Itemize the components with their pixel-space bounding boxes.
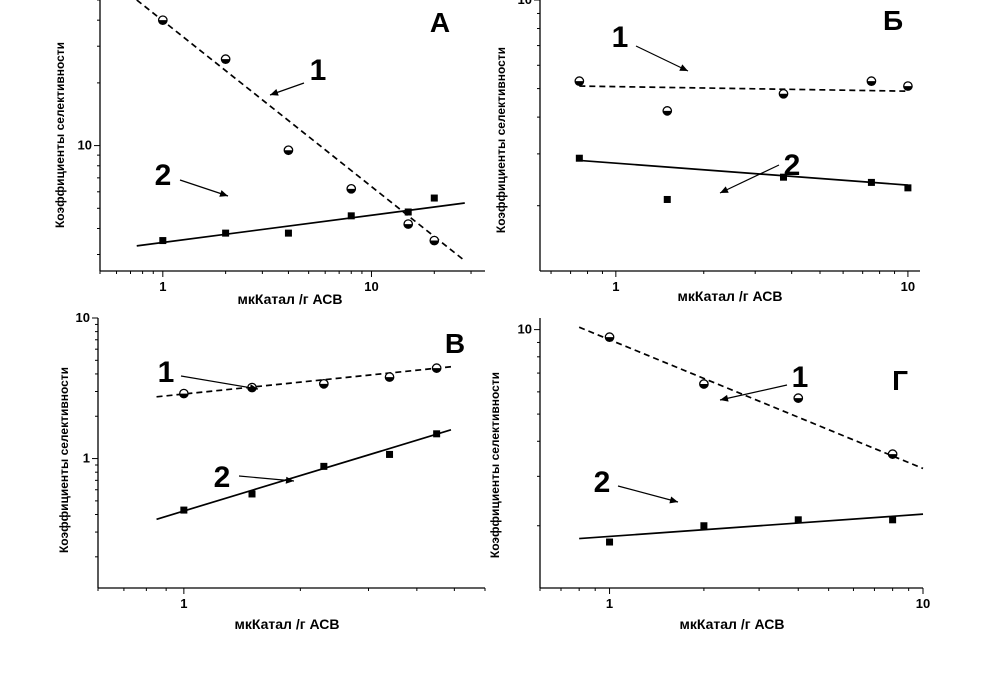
panel-4-x-tick-label: 10 — [916, 596, 930, 611]
panel-4-series-2-point — [889, 516, 897, 524]
panel-3-series-2-point — [386, 450, 394, 458]
panel-1-series-1-point-half — [347, 188, 356, 193]
panel-3-y-tick-label: 1 — [83, 451, 90, 466]
panel-1-series-1-point-half — [158, 20, 167, 25]
panel-1-series-1-point-half — [284, 150, 293, 155]
panel-1-series-2-point — [430, 194, 438, 202]
panel-4-panel-letter: Г — [892, 365, 908, 396]
panel-3-series-2-point — [320, 462, 328, 470]
panel-1-arrow-head-2 — [219, 190, 228, 197]
panel-1-series-2-fit-line — [136, 202, 465, 247]
panel-1-y-axis-title: Коэффициенты селективности — [53, 42, 67, 228]
panel-4-series-1-point-half — [794, 398, 803, 403]
panel-4-series-2-point — [794, 516, 802, 524]
panel-3-series-2-point — [433, 430, 441, 438]
panel-3-arrow-head-1 — [249, 384, 258, 392]
panel-2-arrow-2 — [719, 164, 780, 194]
panel-3-x-tick-label: 1 — [180, 596, 187, 611]
panel-4-arrow-head-2 — [669, 496, 678, 504]
panel-4-series-label-2: 2 — [594, 466, 611, 499]
panel-2-series-2-fit-line — [579, 159, 908, 186]
panel-4-x-axis-title: мкКатал /г АСВ — [680, 616, 785, 632]
panel-2-series-1-point-half — [867, 81, 876, 86]
panel-4-arrow-2 — [617, 485, 679, 503]
panel-4-y-axis-title: Коэффициенты селективности — [488, 372, 502, 558]
panel-2-series-2-point — [663, 195, 671, 203]
panel-2-series-2-point — [904, 184, 912, 192]
panel-3-series-2-point — [180, 506, 188, 514]
panel-2-arrow-head-1 — [679, 64, 688, 71]
panel-3-arrow-head-2 — [285, 476, 294, 484]
panel-1-series-2-point — [159, 237, 167, 245]
panel-2-x-tick-label: 1 — [612, 279, 619, 294]
panel-1-series-1-fit-line — [136, 0, 466, 262]
panel-1-series-1-point-half — [221, 59, 230, 64]
panel-1-series-2-point — [347, 212, 355, 220]
panel-2-arrow-head-2 — [720, 186, 729, 193]
panel-3-y-axis-title: Коэффициенты селективности — [57, 367, 71, 553]
panel-1-series-label-1: 1 — [310, 54, 327, 87]
panel-2-series-1-point-half — [663, 110, 672, 115]
panel-1-x-tick-label: 1 — [159, 279, 166, 294]
panel-4-series-2-fit-line — [579, 513, 924, 540]
panel-2-series-2-point — [779, 173, 787, 181]
panel-4-series-2-point — [606, 538, 614, 546]
panel-2-series-2-point — [575, 154, 583, 162]
panel-1-series-2-point — [404, 208, 412, 216]
panel-1-series-1-point-half — [430, 240, 439, 245]
panel-1-panel-letter: А — [430, 7, 450, 38]
panel-4-arrow-head-1 — [720, 394, 729, 402]
panel-2-series-1-point-half — [779, 93, 788, 98]
panel-1-x-tick-label: 10 — [364, 279, 378, 294]
panel-3-x-axis-title: мкКатал /г АСВ — [235, 616, 340, 632]
panel-3-y-tick-label: 10 — [76, 310, 90, 325]
panel-4-arrow-1 — [719, 384, 788, 401]
panel-3-series-1-fit-line — [156, 365, 452, 398]
panel-4-series-2-point — [700, 522, 708, 530]
panel-2-panel-letter: Б — [883, 5, 903, 36]
panel-1-series-2-point — [284, 229, 292, 237]
panel-3-arrow-1 — [180, 375, 259, 390]
panel-1-y-tick-label: 10 — [78, 138, 92, 153]
panel-3-series-label-2: 2 — [214, 461, 231, 494]
panel-1-series-1-point-half — [404, 224, 413, 229]
panel-4-series-label-1: 1 — [792, 361, 809, 394]
panel-1-series-label-2: 2 — [155, 159, 172, 192]
panel-4-x-tick-label: 1 — [606, 596, 613, 611]
panel-2-series-2-point — [867, 178, 875, 186]
panel-2-x-tick-label: 10 — [901, 279, 915, 294]
panel-3-arrow-2 — [238, 475, 295, 482]
panel-3-series-2-point — [248, 490, 256, 498]
panel-4-series-1-fit-line — [578, 326, 924, 470]
panel-2-series-1-fit-line — [579, 85, 908, 93]
panel-2-series-label-1: 1 — [612, 21, 629, 54]
panel-2-y-axis-title: Коэффициенты селективности — [494, 47, 508, 233]
panel-4-series-1-point-half — [699, 384, 708, 389]
panel-4-series-1-point-half — [888, 454, 897, 459]
panel-3-series-1-point-half — [319, 383, 328, 388]
panel-4-y-tick-label: 10 — [518, 322, 532, 337]
panel-1-x-axis-title: мкКатал /г АСВ — [238, 291, 343, 307]
panel-3-panel-letter: В — [445, 328, 465, 359]
panel-4-series-1-point-half — [605, 337, 614, 342]
panel-3-series-2-fit-line — [156, 429, 452, 521]
panel-2-series-1-point-half — [903, 86, 912, 91]
panel-1-series-2-point — [222, 229, 230, 237]
panel-3-series-1-point-half — [179, 393, 188, 398]
panel-3-series-1-point-half — [385, 377, 394, 382]
panel-2-series-1-point-half — [575, 81, 584, 86]
panel-2-arrow-1 — [635, 45, 689, 72]
panel-1-arrow-head-1 — [270, 89, 279, 96]
panel-2-x-axis-title: мкКатал /г АСВ — [678, 288, 783, 304]
panel-2-series-label-2: 2 — [784, 149, 801, 182]
panel-3-series-1-point-half — [432, 368, 441, 373]
panel-2-y-tick-label: 10 — [518, 0, 532, 7]
panel-1-arrow-2 — [179, 179, 229, 197]
panel-3-series-label-1: 1 — [158, 356, 175, 389]
